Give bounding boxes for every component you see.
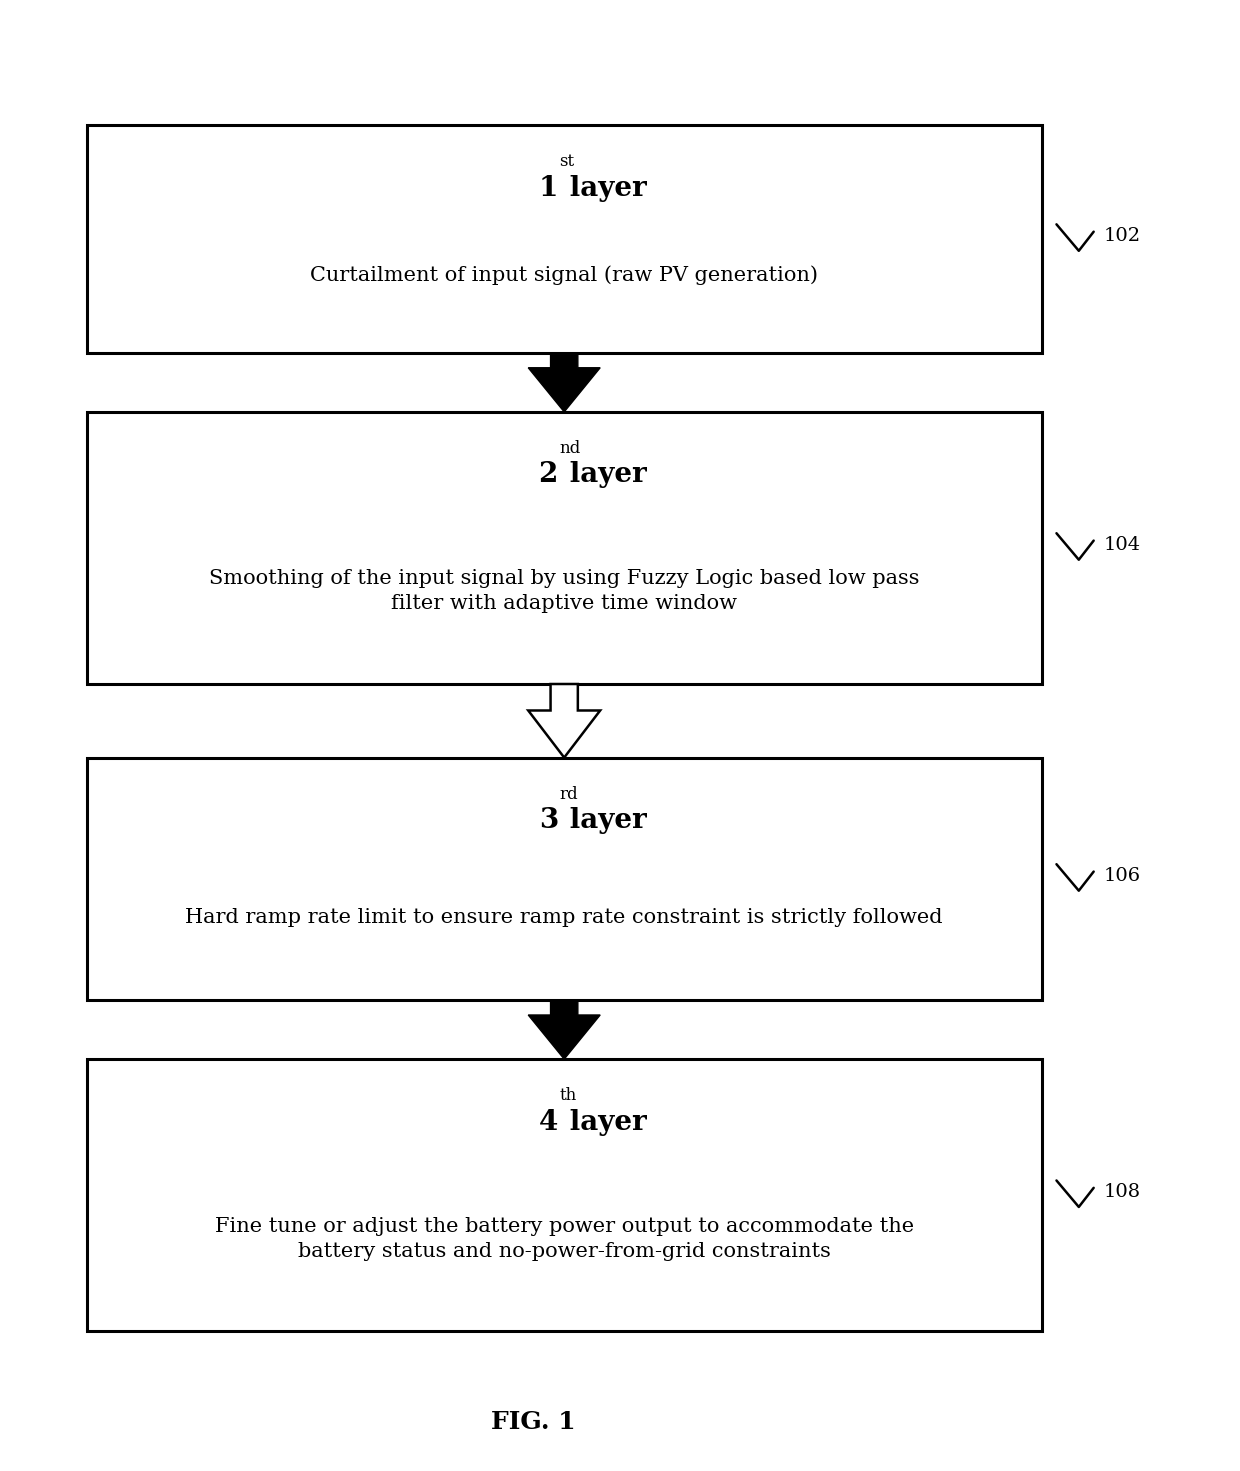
Bar bbox=[87, 758, 1042, 1000]
Text: FIG. 1: FIG. 1 bbox=[491, 1411, 575, 1434]
Polygon shape bbox=[528, 1000, 600, 1059]
Text: 108: 108 bbox=[1104, 1183, 1141, 1202]
Text: 4: 4 bbox=[538, 1109, 558, 1136]
Text: 3: 3 bbox=[538, 808, 558, 834]
Text: 2: 2 bbox=[538, 462, 558, 488]
Text: Curtailment of input signal (raw PV generation): Curtailment of input signal (raw PV gene… bbox=[310, 266, 818, 285]
Bar bbox=[87, 1059, 1042, 1331]
Text: 104: 104 bbox=[1104, 535, 1141, 555]
Text: 106: 106 bbox=[1104, 866, 1141, 886]
Polygon shape bbox=[528, 684, 600, 758]
Text: layer: layer bbox=[560, 462, 647, 488]
Text: layer: layer bbox=[560, 1109, 647, 1136]
Text: Smoothing of the input signal by using Fuzzy Logic based low pass
filter with ad: Smoothing of the input signal by using F… bbox=[210, 569, 919, 613]
Text: Fine tune or adjust the battery power output to accommodate the
battery status a: Fine tune or adjust the battery power ou… bbox=[215, 1217, 914, 1261]
Text: layer: layer bbox=[560, 808, 647, 834]
Text: rd: rd bbox=[559, 786, 578, 803]
Bar bbox=[87, 412, 1042, 684]
Text: st: st bbox=[559, 153, 574, 171]
Text: 102: 102 bbox=[1104, 227, 1141, 246]
Text: Hard ramp rate limit to ensure ramp rate constraint is strictly followed: Hard ramp rate limit to ensure ramp rate… bbox=[186, 908, 942, 927]
Text: th: th bbox=[559, 1087, 577, 1105]
Text: layer: layer bbox=[560, 175, 647, 202]
Text: nd: nd bbox=[559, 440, 580, 457]
Polygon shape bbox=[528, 353, 600, 412]
Bar bbox=[87, 125, 1042, 353]
Text: 1: 1 bbox=[538, 175, 558, 202]
